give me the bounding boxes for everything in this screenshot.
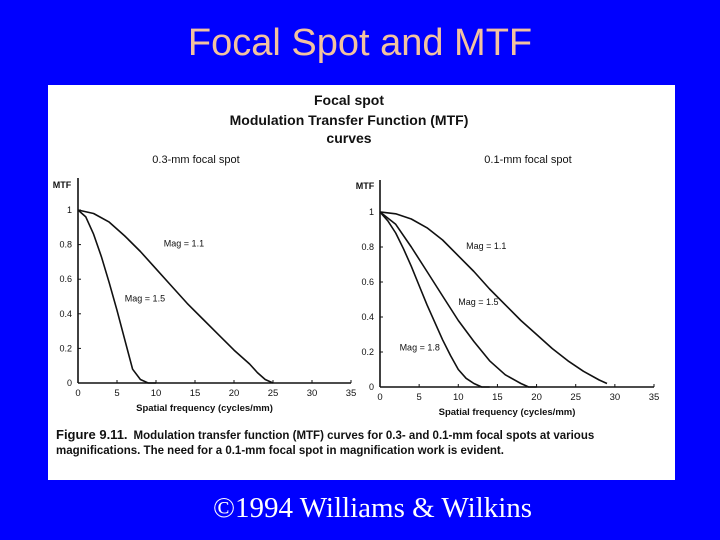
chart-2-series-label: Mag = 1.1 [466, 241, 506, 251]
chart-2-x-tick-label: 35 [649, 392, 660, 403]
chart-2-series-label: Mag = 1.8 [400, 342, 440, 352]
figure-heading-line-2: Modulation Transfer Function (MTF) [230, 112, 469, 128]
chart-2-y-tick-label: 0.4 [361, 312, 374, 322]
chart-2-y-tick-label: 0.6 [361, 277, 374, 287]
chart-1-x-tick-label: 0 [75, 388, 80, 399]
chart-1-series-mag-1-1 [77, 209, 274, 384]
chart-1-series-label: Mag = 1.1 [164, 238, 204, 248]
chart-2-xlabel: Spatial frequency (cycles/mm) [439, 407, 576, 418]
chart-2-x-tick-label: 0 [377, 392, 382, 403]
chart-1-y-tick-label: 0.4 [59, 309, 72, 319]
chart-1-y-tick-label: 0.6 [59, 274, 72, 284]
chart-2-ylabel: MTF [356, 181, 375, 191]
chart-1-y-tick-label: 1 [67, 205, 72, 215]
chart-2-y-tick-label: 1 [369, 207, 374, 217]
chart-2-series-mag-1-1 [379, 211, 608, 385]
chart-2-y-tick-label: 0.8 [361, 242, 374, 252]
chart-2-x-tick-label: 10 [453, 392, 464, 403]
chart-1-x-tick-label: 35 [346, 388, 357, 399]
chart-2-x-tick-label: 30 [610, 392, 621, 403]
slide-title: Focal Spot and MTF [187, 22, 533, 64]
chart-1-x-tick-label: 10 [151, 388, 162, 399]
figure-caption: Figure 9.11. Modulation transfer function… [56, 427, 671, 459]
chart-1-y-tick-label: 0 [67, 378, 72, 388]
chart-2-y-tick-label: 0 [369, 382, 374, 392]
chart-2-x-tick-label: 15 [492, 392, 503, 403]
chart-1-series-mag-1-5 [77, 209, 156, 384]
copyright-notice: ©1994 Williams & Wilkins [212, 492, 533, 524]
chart-2-series-label: Mag = 1.5 [458, 297, 498, 307]
chart-1-x-tick-label: 15 [190, 388, 201, 399]
chart-2-series-mag-1-5 [379, 211, 537, 388]
chart-2-x-tick-label: 20 [531, 392, 542, 403]
chart-1-y-tick-label: 0.8 [59, 240, 72, 250]
figure-heading-line-3: curves [326, 130, 371, 146]
chart-2-x-tick-label: 25 [570, 392, 581, 403]
chart-1-series-label: Mag = 1.5 [125, 294, 165, 304]
chart-1-y-tick-label: 0.2 [59, 343, 72, 353]
mtf-chart-figure: Focal spot Modulation Transfer Function … [53, 92, 660, 418]
figure-caption-number: Figure 9.11. [56, 427, 128, 442]
chart-2-title: 0.1-mm focal spot [484, 154, 571, 166]
chart-1-x-tick-label: 30 [307, 388, 318, 399]
figure-caption-text: Modulation transfer function (MTF) curve… [56, 430, 595, 457]
chart-1-x-tick-label: 25 [268, 388, 279, 399]
chart-2-y-tick-label: 0.2 [361, 347, 374, 357]
chart-1-xlabel: Spatial frequency (cycles/mm) [136, 403, 273, 414]
figure-panel: Focal spot Modulation Transfer Function … [48, 85, 675, 480]
chart-1-x-tick-label: 5 [114, 388, 119, 399]
chart-1-title: 0.3-mm focal spot [152, 154, 239, 166]
chart-2-x-tick-label: 5 [416, 392, 421, 403]
chart-1-ylabel: MTF [53, 180, 72, 190]
chart-2-series-mag-1-8 [379, 211, 490, 388]
chart-1-x-tick-label: 20 [229, 388, 240, 399]
figure-heading-line-1: Focal spot [314, 92, 384, 108]
